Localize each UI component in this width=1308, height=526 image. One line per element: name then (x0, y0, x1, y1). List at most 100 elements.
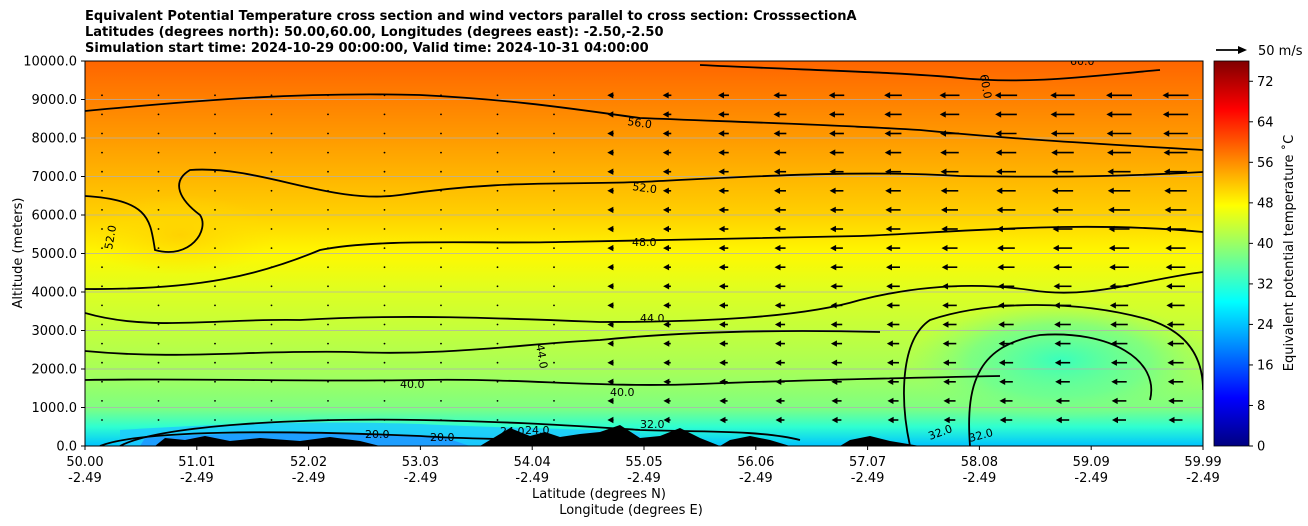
wind-vector-dot (553, 170, 555, 173)
wind-vector-dot (270, 151, 273, 154)
wind-vector-head (663, 359, 670, 366)
wind-vector-head (607, 302, 614, 309)
x-tick-label-longitude: -2.49 (851, 471, 885, 486)
wind-vector-dot (327, 342, 329, 345)
wind-vector-dot (157, 132, 160, 135)
wind-vector-dot (383, 266, 386, 269)
wind-vector-head (719, 321, 726, 328)
wind-vector-head (607, 264, 614, 271)
wind-vector-dot (553, 419, 555, 421)
wind-vector-dot (101, 400, 103, 402)
x-tick-label-longitude: -2.49 (739, 471, 773, 486)
low-theta-e-region (910, 300, 1203, 420)
wind-vector-dot (327, 304, 329, 307)
wind-vector-head (1110, 321, 1117, 328)
wind-vector-head (773, 111, 780, 118)
colorbar-tick-label: 16 (1257, 358, 1274, 373)
wind-vector-dot (101, 209, 103, 211)
wind-vector-head (663, 244, 670, 252)
wind-vector-dot (327, 189, 329, 192)
wind-vector-dot (383, 113, 386, 116)
wind-vector-head (607, 206, 614, 214)
wind-vector-dot (327, 266, 329, 269)
colorbar: 0 8 16 24 32 40 48 56 64 72 Equivalent potential … (1213, 60, 1297, 455)
wind-vector-head (718, 149, 725, 156)
wind-vector-dot (157, 113, 160, 116)
contour-label: 32.0 (967, 426, 994, 445)
wind-vector-head (829, 206, 836, 214)
x-tick-label-latitude: 57.07 (849, 455, 886, 470)
wind-vector-head (999, 416, 1006, 424)
x-tick-label-latitude: 53.03 (402, 455, 439, 470)
wind-vector-dot (157, 342, 160, 345)
y-axis-label: Altitude (meters) (11, 198, 26, 309)
wind-vector-head (886, 321, 893, 328)
wind-vector-dot (440, 285, 442, 288)
wind-vector-dot (214, 132, 216, 135)
wind-vector-head (774, 244, 781, 252)
wind-vector-head (1163, 130, 1170, 137)
wind-vector-dot (157, 247, 160, 250)
wind-vector-head (607, 111, 614, 118)
wind-vector-dot (101, 113, 103, 116)
wind-vector-head (1054, 359, 1061, 366)
wind-vector-dot (270, 170, 273, 173)
wind-vector-head (941, 244, 948, 252)
wind-vector-head (719, 397, 726, 405)
wind-vector-dot (383, 228, 386, 230)
colorbar-tick-label: 24 (1257, 318, 1274, 333)
wind-vector-head (774, 225, 781, 233)
wind-vector-dot (496, 228, 499, 230)
wind-vector-head (663, 302, 670, 309)
x-tick-label-longitude: -2.49 (292, 471, 326, 486)
wind-vector-dot (101, 361, 103, 364)
wind-vector-dot (553, 151, 555, 154)
wind-vector-head (830, 321, 837, 328)
wind-vector-head (997, 264, 1004, 271)
wind-vector-dot (440, 380, 442, 383)
contour-label: 52.0 (632, 180, 658, 196)
wind-vector-dot (214, 380, 216, 383)
colorbar-tick-label: 40 (1257, 237, 1274, 252)
wind-vector-head (718, 225, 725, 233)
wind-vector-head (830, 340, 837, 347)
wind-vector-head (607, 416, 614, 424)
wind-vector-head (607, 340, 614, 347)
wind-vector-dot (327, 285, 329, 288)
wind-vector-dot (101, 132, 103, 135)
wind-vector-dot (214, 400, 216, 402)
x-tick-label-longitude: -2.49 (180, 471, 214, 486)
wind-vector-dot (553, 361, 555, 364)
wind-vector-dot (214, 342, 216, 345)
contour-line (903, 304, 1203, 446)
wind-vector-head (887, 397, 894, 405)
wind-vector-head (886, 340, 893, 347)
wind-vector-head (718, 168, 725, 175)
y-tick-label: 1000.0 (32, 401, 78, 416)
contour-label: 32.0 (640, 418, 665, 431)
wind-vector-dot (214, 361, 216, 364)
y-tick-label: 8000.0 (32, 132, 78, 147)
wind-vector-head (662, 111, 669, 118)
wind-vector-head (943, 378, 950, 385)
wind-vector-dot (496, 304, 499, 307)
wind-vector-head (607, 321, 614, 328)
wind-vector-head (1050, 111, 1057, 118)
wind-vector-head (774, 264, 781, 271)
x-tick-label-latitude: 59.99 (1184, 455, 1221, 470)
wind-vector-head (884, 168, 891, 175)
wind-vector-dot (440, 151, 442, 154)
wind-vector-head (941, 283, 948, 290)
wind-vector-head (1055, 378, 1062, 385)
wind-vector-dot (214, 247, 216, 250)
quiver-key: 50 m/s (1216, 44, 1303, 59)
wind-vector-dot (553, 304, 555, 307)
wind-vector-head (774, 187, 781, 194)
wind-vector-dot (270, 113, 273, 116)
wind-vector-dot (553, 266, 555, 269)
wind-vector-head (1051, 187, 1058, 194)
wind-vector-dot (440, 323, 442, 326)
wind-vector-head (830, 264, 837, 271)
wind-vector-dot (496, 151, 499, 154)
wind-vector-head (1106, 92, 1112, 99)
